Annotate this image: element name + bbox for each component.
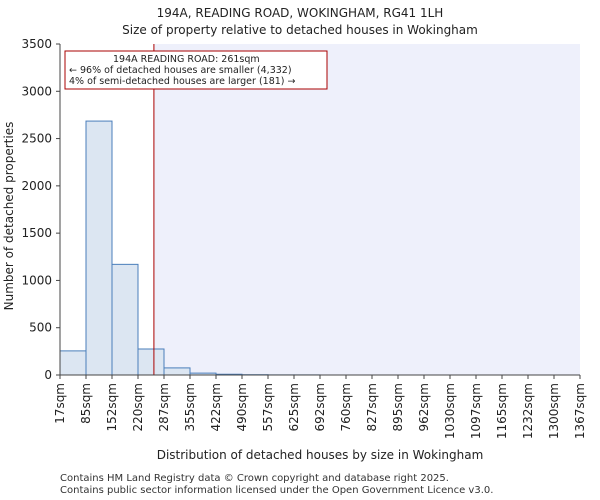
bar-1	[85, 120, 113, 376]
x-tick-label: 1232sqm	[521, 383, 535, 439]
chart-subtitle: Size of property relative to detached ho…	[122, 23, 478, 37]
plot-area-right	[153, 44, 580, 375]
bar-3	[137, 348, 165, 376]
y-tick-label: 1500	[21, 226, 52, 240]
x-tick-label: 1165sqm	[495, 383, 509, 439]
annotation-box	[64, 50, 328, 90]
x-tick-label: 557sqm	[261, 383, 275, 431]
x-tick-label: 85sqm	[79, 383, 93, 424]
footer-copyright: Contains HM Land Registry data © Crown c…	[60, 473, 449, 484]
bar-2	[111, 263, 139, 376]
y-tick-label: 1000	[21, 273, 52, 287]
y-tick-label: 0	[44, 368, 52, 382]
x-tick-label: 1367sqm	[573, 383, 587, 439]
y-tick-label: 500	[29, 321, 52, 335]
annotation-larger: 4% of semi-detached houses are larger (1…	[69, 76, 296, 87]
x-tick-label: 625sqm	[287, 383, 301, 431]
x-tick-label: 1097sqm	[469, 383, 483, 439]
x-tick-label: 220sqm	[131, 383, 145, 431]
bar-0	[59, 350, 87, 376]
y-tick-label: 3500	[21, 37, 52, 51]
y-tick-label: 2500	[21, 132, 52, 146]
x-tick-label: 692sqm	[313, 383, 327, 431]
y-tick-label: 2000	[21, 179, 52, 193]
footer-licence: Contains public sector information licen…	[60, 485, 494, 496]
annotation-smaller: ← 96% of detached houses are smaller (4,…	[69, 65, 292, 76]
x-tick-label: 287sqm	[157, 383, 171, 431]
bar-4	[163, 367, 191, 376]
x-tick-label: 355sqm	[183, 383, 197, 431]
x-tick-label: 1300sqm	[547, 383, 561, 439]
annotation-title: 194A READING ROAD: 261sqm	[113, 54, 260, 65]
chart-title: 194A, READING ROAD, WOKINGHAM, RG41 1LH	[156, 6, 444, 20]
x-tick-label: 152sqm	[105, 383, 119, 431]
x-tick-label: 760sqm	[339, 383, 353, 431]
x-tick-label: 422sqm	[209, 383, 223, 431]
x-axis-label: Distribution of detached houses by size …	[157, 448, 484, 462]
x-tick-label: 1030sqm	[443, 383, 457, 439]
x-tick-label: 895sqm	[391, 383, 405, 431]
x-tick-label: 827sqm	[365, 383, 379, 431]
x-tick-label: 962sqm	[417, 383, 431, 431]
x-tick-label: 17sqm	[53, 383, 67, 424]
y-tick-label: 3000	[21, 84, 52, 98]
x-tick-label: 490sqm	[235, 383, 249, 431]
y-axis-label: Number of detached properties	[2, 122, 16, 311]
